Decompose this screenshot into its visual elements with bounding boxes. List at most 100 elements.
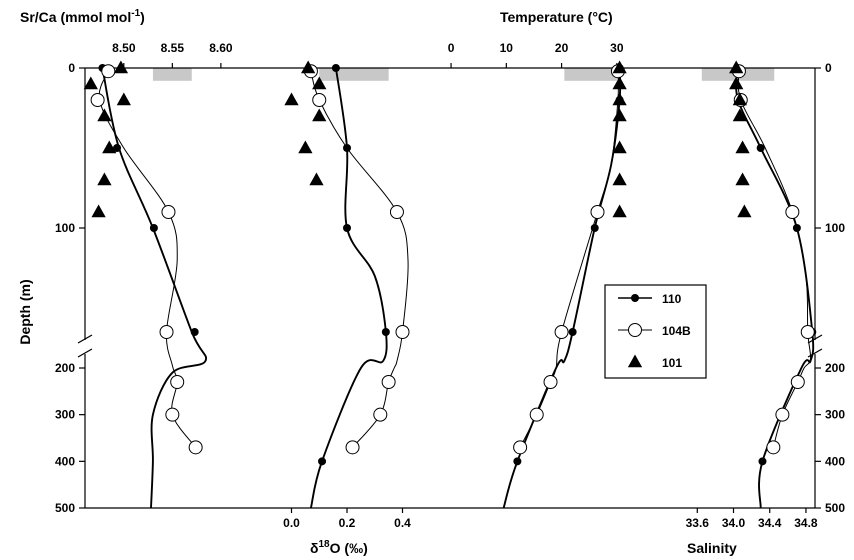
depth-tick-label-right: 100 — [825, 221, 845, 235]
sr-ca-title-tail: ) — [140, 9, 145, 25]
d18o-axis-title: δ18O (‰) — [310, 539, 368, 556]
temperature-tick-label: 30 — [610, 41, 624, 55]
temperature-tick-label: 10 — [500, 41, 514, 55]
curve-104b-temperature — [519, 71, 619, 448]
point-104b-salinity — [800, 325, 815, 339]
point-101-temperature — [612, 76, 627, 90]
point-101-srca — [116, 92, 131, 106]
legend-label-101: 101 — [662, 356, 682, 370]
d18o-tick-label: 0.0 — [283, 516, 300, 530]
curve-104b-d18o — [310, 71, 409, 448]
point-110-d18o — [381, 328, 390, 336]
depth-tick-label-right: 400 — [825, 454, 845, 468]
legend-marker-101 — [627, 354, 643, 368]
legend-box — [604, 284, 707, 379]
left-axis-break-mark — [77, 334, 93, 344]
point-104b-salinity — [790, 375, 805, 389]
d18o-title-delta: δ — [310, 540, 319, 556]
sr-ca-title-main: Sr/Ca (mmol mol — [20, 9, 131, 25]
mixed-layer-bars — [152, 68, 775, 81]
depth-tick-label-left: 500 — [55, 501, 75, 515]
left-axis-break-mark — [77, 348, 93, 358]
right-axis-break-mark — [807, 334, 823, 344]
sr-ca-title-sup: -1 — [131, 8, 140, 19]
point-101-d18o — [298, 140, 313, 154]
point-101-d18o — [309, 172, 324, 186]
mixed-layer-bar — [564, 68, 617, 81]
point-104b-srca — [101, 64, 116, 79]
point-110-srca — [149, 224, 158, 232]
d18o-title-tail: O (‰) — [330, 540, 368, 556]
srca-tick-label: 8.55 — [161, 41, 185, 55]
point-101-srca — [113, 60, 129, 74]
srca-tick-label: 8.50 — [112, 41, 136, 55]
point-110-temperature — [513, 457, 522, 466]
point-101-srca — [97, 172, 112, 186]
point-101-srca — [83, 76, 98, 90]
depth-tick-label-left: 400 — [55, 454, 75, 468]
point-101-salinity — [735, 140, 750, 154]
point-104b-srca — [161, 205, 176, 219]
salinity-axis-title: Salinity — [687, 540, 737, 556]
point-104b-salinity — [785, 205, 800, 219]
point-104b-salinity — [775, 407, 790, 422]
d18o-title-sup: 18 — [319, 539, 331, 550]
legend-label-110: 110 — [662, 292, 682, 306]
legend-marker-104b — [628, 323, 642, 337]
salinity-tick-label: 34.0 — [722, 516, 746, 530]
depth-tick-label-left: 200 — [55, 361, 75, 375]
point-110-salinity — [792, 224, 801, 232]
point-110-d18o — [331, 64, 340, 72]
point-104b-d18o — [345, 440, 360, 455]
point-101-d18o — [312, 108, 327, 122]
point-110-salinity — [756, 144, 765, 152]
point-101-srca — [102, 140, 117, 154]
depth-tick-label-right: 0 — [825, 61, 832, 75]
depth-axis-title: Depth (m) — [17, 279, 33, 344]
temperature-axis-title: Temperature (°C) — [500, 9, 613, 25]
legend-marker-110 — [631, 294, 639, 302]
point-101-temperature — [612, 140, 627, 154]
salinity-tick-label: 33.6 — [686, 516, 710, 530]
curve-104b-srca — [98, 71, 197, 448]
point-110-srca — [190, 328, 199, 336]
point-104b-d18o — [373, 407, 388, 422]
d18o-tick-label: 0.2 — [339, 516, 356, 530]
depth-tick-label-left: 0 — [68, 61, 75, 75]
curve-104b-salinity — [737, 71, 812, 448]
point-101-salinity — [729, 60, 744, 74]
depth-tick-label-left: 100 — [55, 221, 75, 235]
point-101-temperature — [612, 92, 627, 106]
point-104b-temperature — [590, 205, 605, 219]
depth-tick-label-left: 300 — [55, 408, 75, 422]
point-110-d18o — [343, 224, 351, 232]
point-101-d18o — [301, 60, 316, 74]
point-110-d18o — [318, 457, 327, 466]
point-110-temperature — [568, 328, 577, 336]
data-markers — [83, 60, 817, 466]
point-104b-srca — [188, 440, 203, 455]
point-104b-d18o — [395, 325, 410, 339]
temperature-tick-label: 20 — [555, 41, 569, 55]
depth-tick-label-right: 200 — [825, 361, 845, 375]
mixed-layer-bar — [152, 68, 192, 81]
point-104b-srca — [159, 325, 174, 339]
point-104b-d18o — [312, 93, 327, 107]
point-104b-d18o — [381, 375, 396, 389]
point-104b-srca — [90, 93, 105, 107]
srca-tick-label: 8.60 — [209, 41, 233, 55]
d18o-tick-label: 0.4 — [394, 516, 411, 530]
point-104b-temperature — [554, 325, 569, 339]
depth-tick-label-right: 500 — [825, 501, 845, 515]
point-104b-salinity — [766, 440, 781, 455]
salinity-tick-label: 34.8 — [794, 516, 818, 530]
point-110-srca — [113, 144, 122, 152]
temperature-tick-label: 0 — [448, 41, 455, 55]
salinity-tick-label: 34.4 — [758, 516, 782, 530]
point-104b-srca — [170, 375, 185, 389]
legend-label-104b: 104B — [662, 324, 691, 338]
point-104b-srca — [165, 407, 180, 422]
point-101-temperature — [612, 204, 627, 218]
point-101-temperature — [612, 172, 627, 186]
point-101-srca — [91, 204, 106, 218]
